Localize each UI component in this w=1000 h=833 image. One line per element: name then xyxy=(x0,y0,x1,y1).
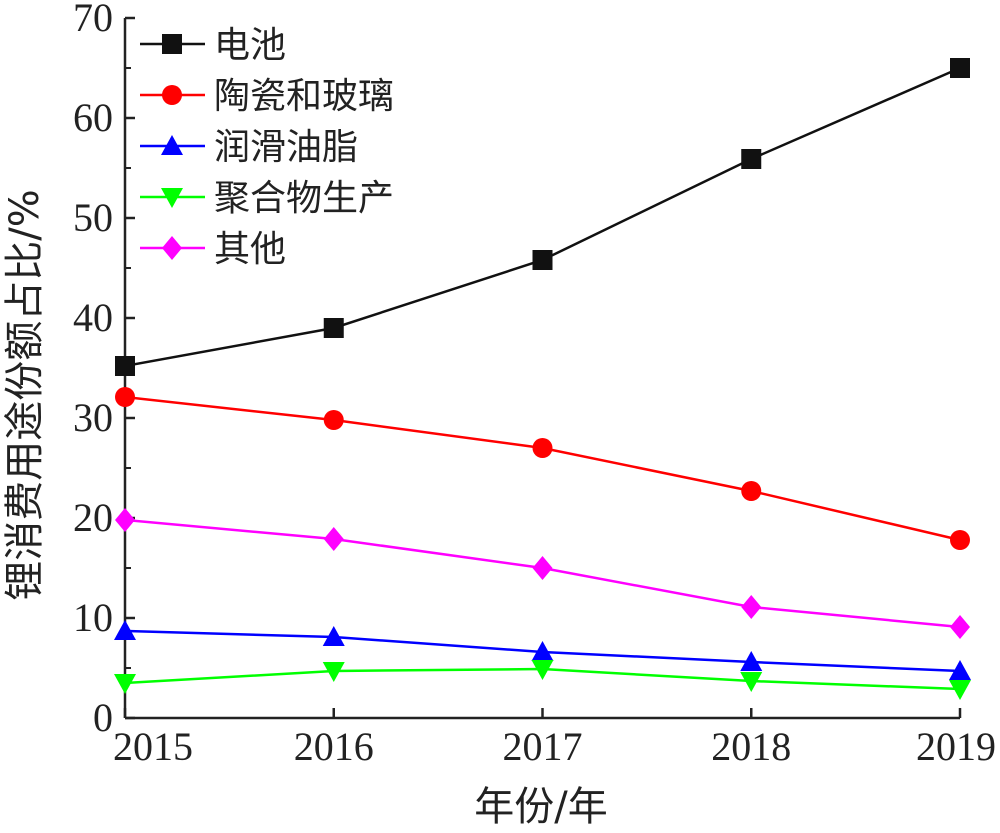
series-2 xyxy=(115,387,970,550)
y-tick-label: 10 xyxy=(73,595,113,640)
legend-marker xyxy=(162,236,182,260)
series-layer xyxy=(114,58,971,700)
data-point xyxy=(740,672,763,692)
x-tick-label: 2015 xyxy=(113,724,193,769)
x-tick-label: 2019 xyxy=(916,724,996,769)
data-point xyxy=(115,356,135,376)
data-point xyxy=(949,680,971,700)
x-axis-label: 年份/年 xyxy=(474,784,607,830)
series-4 xyxy=(114,660,971,700)
data-point xyxy=(740,651,763,671)
y-axis-label: 锂消费用途份额占比/% xyxy=(2,189,48,600)
data-point xyxy=(532,250,553,270)
data-point xyxy=(950,615,970,639)
data-point xyxy=(531,641,554,661)
legend-marker xyxy=(162,85,182,105)
y-tick-label: 50 xyxy=(73,195,113,240)
data-point xyxy=(532,438,553,458)
axes: 0 10 20 30 40 50 60 70 2015 2016 2017 2018 2019 xyxy=(73,0,996,769)
data-point xyxy=(532,556,553,580)
series-3 xyxy=(114,620,971,680)
series-1 xyxy=(115,58,970,376)
series-line xyxy=(124,395,961,542)
y-tick-label: 40 xyxy=(73,295,113,340)
legend-item: 电池 xyxy=(140,25,286,66)
data-point xyxy=(322,662,345,682)
x-tick-label: 2017 xyxy=(503,724,583,769)
legend-label: 聚合物生产 xyxy=(214,178,394,219)
legend-item: 其他 xyxy=(140,229,286,270)
data-point xyxy=(741,149,762,169)
data-point xyxy=(114,620,136,640)
data-point xyxy=(741,595,762,619)
data-point xyxy=(114,674,136,694)
data-point xyxy=(323,410,344,430)
data-point xyxy=(115,508,135,532)
x-tick-label: 2018 xyxy=(711,724,791,769)
y-tick-label: 60 xyxy=(73,95,113,140)
legend-marker xyxy=(161,135,183,155)
legend-item: 陶瓷和玻璃 xyxy=(140,76,394,117)
data-point xyxy=(741,481,762,501)
y-tick-label: 30 xyxy=(73,395,113,440)
data-point xyxy=(323,527,344,551)
y-tick-label: 70 xyxy=(73,0,113,40)
legend-marker xyxy=(161,188,183,208)
data-point xyxy=(531,660,554,680)
legend-label: 电池 xyxy=(214,25,286,66)
data-point xyxy=(950,58,970,78)
legend-label: 润滑油脂 xyxy=(214,127,358,168)
data-point xyxy=(949,660,971,680)
x-tick-label: 2016 xyxy=(294,724,374,769)
legend-marker xyxy=(162,34,182,54)
legend-label: 陶瓷和玻璃 xyxy=(214,76,394,117)
y-tick-label: 20 xyxy=(73,495,113,540)
y-tick-label: 0 xyxy=(93,695,113,740)
legend-item: 聚合物生产 xyxy=(140,178,394,219)
legend-label: 其他 xyxy=(214,229,286,270)
data-point xyxy=(323,318,344,338)
series-5 xyxy=(115,508,970,639)
data-point xyxy=(115,387,135,407)
data-point xyxy=(950,530,970,550)
data-point xyxy=(322,626,345,646)
legend-item: 润滑油脂 xyxy=(140,127,358,168)
